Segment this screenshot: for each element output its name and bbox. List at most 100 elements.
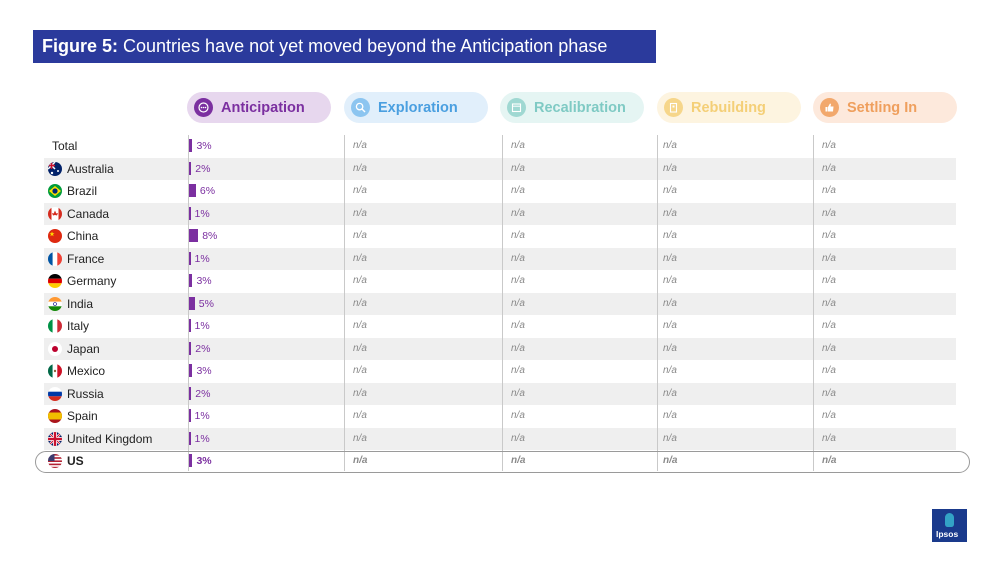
country-name: France xyxy=(67,251,105,266)
na-cell: n/a xyxy=(822,252,836,264)
country-name: Spain xyxy=(67,409,98,424)
country-cell: Brazil xyxy=(44,180,97,203)
brazil-flag-icon xyxy=(48,184,62,199)
figure-title-text: Countries have not yet moved beyond the … xyxy=(118,36,608,56)
anticipation-value-label: 8% xyxy=(202,230,218,242)
na-cell: n/a xyxy=(822,342,836,354)
column-divider xyxy=(502,135,503,471)
country-cell: Germany xyxy=(44,270,116,293)
na-cell: n/a xyxy=(663,185,677,196)
italy-flag-icon xyxy=(48,319,62,334)
country-cell: Spain xyxy=(44,405,98,428)
na-cell: n/a xyxy=(822,185,836,196)
na-cell: n/a xyxy=(822,162,836,174)
chat-bubble-icon xyxy=(194,98,213,117)
na-cell: n/a xyxy=(511,252,525,264)
na-cell: n/a xyxy=(511,162,525,174)
table-row: Spain 1% n/a n/a n/a n/a xyxy=(44,405,956,428)
anticipation-value-label: 3% xyxy=(196,455,212,467)
na-cell: n/a xyxy=(353,432,367,444)
na-cell: n/a xyxy=(663,410,677,421)
anticipation-bar xyxy=(189,341,192,355)
figure-label: Figure 5: xyxy=(42,36,119,56)
table-row: Japan 2% n/a n/a n/a n/a xyxy=(44,337,956,360)
country-cell: Australia xyxy=(44,158,114,181)
anticipation-bar xyxy=(189,274,193,287)
us-highlight-outline xyxy=(35,451,970,473)
country-name: Mexico xyxy=(67,364,106,379)
country-name: India xyxy=(67,296,94,311)
na-cell: n/a xyxy=(663,275,677,286)
mexico-flag-icon xyxy=(48,364,62,379)
anticipation-bar xyxy=(189,364,193,377)
country-name: Canada xyxy=(67,206,110,221)
anticipation-value-label: 1% xyxy=(194,207,210,220)
anticipation-bar xyxy=(189,431,191,445)
na-cell: n/a xyxy=(511,185,525,196)
phase-exploration: Exploration xyxy=(344,92,488,123)
anticipation-value-label: 2% xyxy=(195,162,211,175)
na-cell: n/a xyxy=(822,410,836,421)
anticipation-bar xyxy=(189,296,195,310)
na-cell: n/a xyxy=(822,455,837,466)
na-cell: n/a xyxy=(353,365,367,376)
na-cell: n/a xyxy=(511,275,525,286)
na-cell: n/a xyxy=(663,387,677,399)
country-cell: United Kingdom xyxy=(44,428,152,451)
phase-label: Exploration xyxy=(378,99,458,116)
na-cell: n/a xyxy=(822,140,836,151)
na-cell: n/a xyxy=(822,432,836,444)
na-cell: n/a xyxy=(663,320,677,331)
na-cell: n/a xyxy=(663,140,677,151)
na-cell: n/a xyxy=(663,455,678,466)
anticipation-value-label: 2% xyxy=(195,387,211,400)
phase-settling-in: Settling In xyxy=(813,92,957,123)
na-cell: n/a xyxy=(353,140,367,151)
country-cell: Mexico xyxy=(44,360,105,383)
france-flag-icon xyxy=(48,251,62,266)
us-flag-icon xyxy=(48,454,62,469)
country-name: US xyxy=(67,454,84,469)
country-cell: Italy xyxy=(44,315,89,338)
na-cell: n/a xyxy=(822,230,836,241)
table-row: Italy 1% n/a n/a n/a n/a xyxy=(44,315,956,338)
country-name: Italy xyxy=(67,319,90,334)
country-cell: Total xyxy=(44,135,77,158)
table-row: Australia 2% n/a n/a n/a n/a xyxy=(44,157,956,181)
country-name: United Kingdom xyxy=(67,431,153,446)
anticipation-value-label: 1% xyxy=(194,252,210,265)
anticipation-value-label: 5% xyxy=(198,297,214,310)
na-cell: n/a xyxy=(511,207,525,219)
na-cell: n/a xyxy=(353,162,367,174)
table-row: India 5% n/a n/a n/a n/a xyxy=(44,292,956,316)
table-row: Mexico 3% n/a n/a n/a n/a xyxy=(44,360,956,383)
na-cell: n/a xyxy=(353,387,367,399)
table-row: Russia 2% n/a n/a n/a n/a xyxy=(44,382,956,405)
na-cell: n/a xyxy=(353,297,367,309)
na-cell: n/a xyxy=(353,275,367,286)
anticipation-value-label: 1% xyxy=(194,410,210,422)
na-cell: n/a xyxy=(353,185,367,196)
table-row: Germany 3% n/a n/a n/a n/a xyxy=(44,270,956,293)
anticipation-bar xyxy=(189,229,199,242)
spain-flag-icon xyxy=(48,409,62,424)
table-row: United Kingdom 1% n/a n/a n/a n/a xyxy=(44,427,956,451)
na-cell: n/a xyxy=(663,342,677,354)
table-row: France 1% n/a n/a n/a n/a xyxy=(44,247,956,270)
na-cell: n/a xyxy=(511,410,525,421)
na-cell: n/a xyxy=(353,320,367,331)
phase-rebuilding: Rebuilding xyxy=(657,92,801,123)
na-cell: n/a xyxy=(511,342,525,354)
country-cell: India xyxy=(44,293,93,316)
na-cell: n/a xyxy=(511,297,525,309)
anticipation-bar xyxy=(189,319,191,332)
na-cell: n/a xyxy=(511,230,525,241)
anticipation-value-label: 2% xyxy=(195,342,211,355)
anticipation-value-label: 3% xyxy=(196,365,212,377)
anticipation-value-label: 1% xyxy=(194,432,210,445)
table-row: Canada 1% n/a n/a n/a n/a xyxy=(44,202,956,225)
phase-label: Settling In xyxy=(847,99,918,116)
calendar-icon xyxy=(507,98,526,117)
china-flag-icon xyxy=(48,229,62,244)
na-cell: n/a xyxy=(663,365,677,376)
